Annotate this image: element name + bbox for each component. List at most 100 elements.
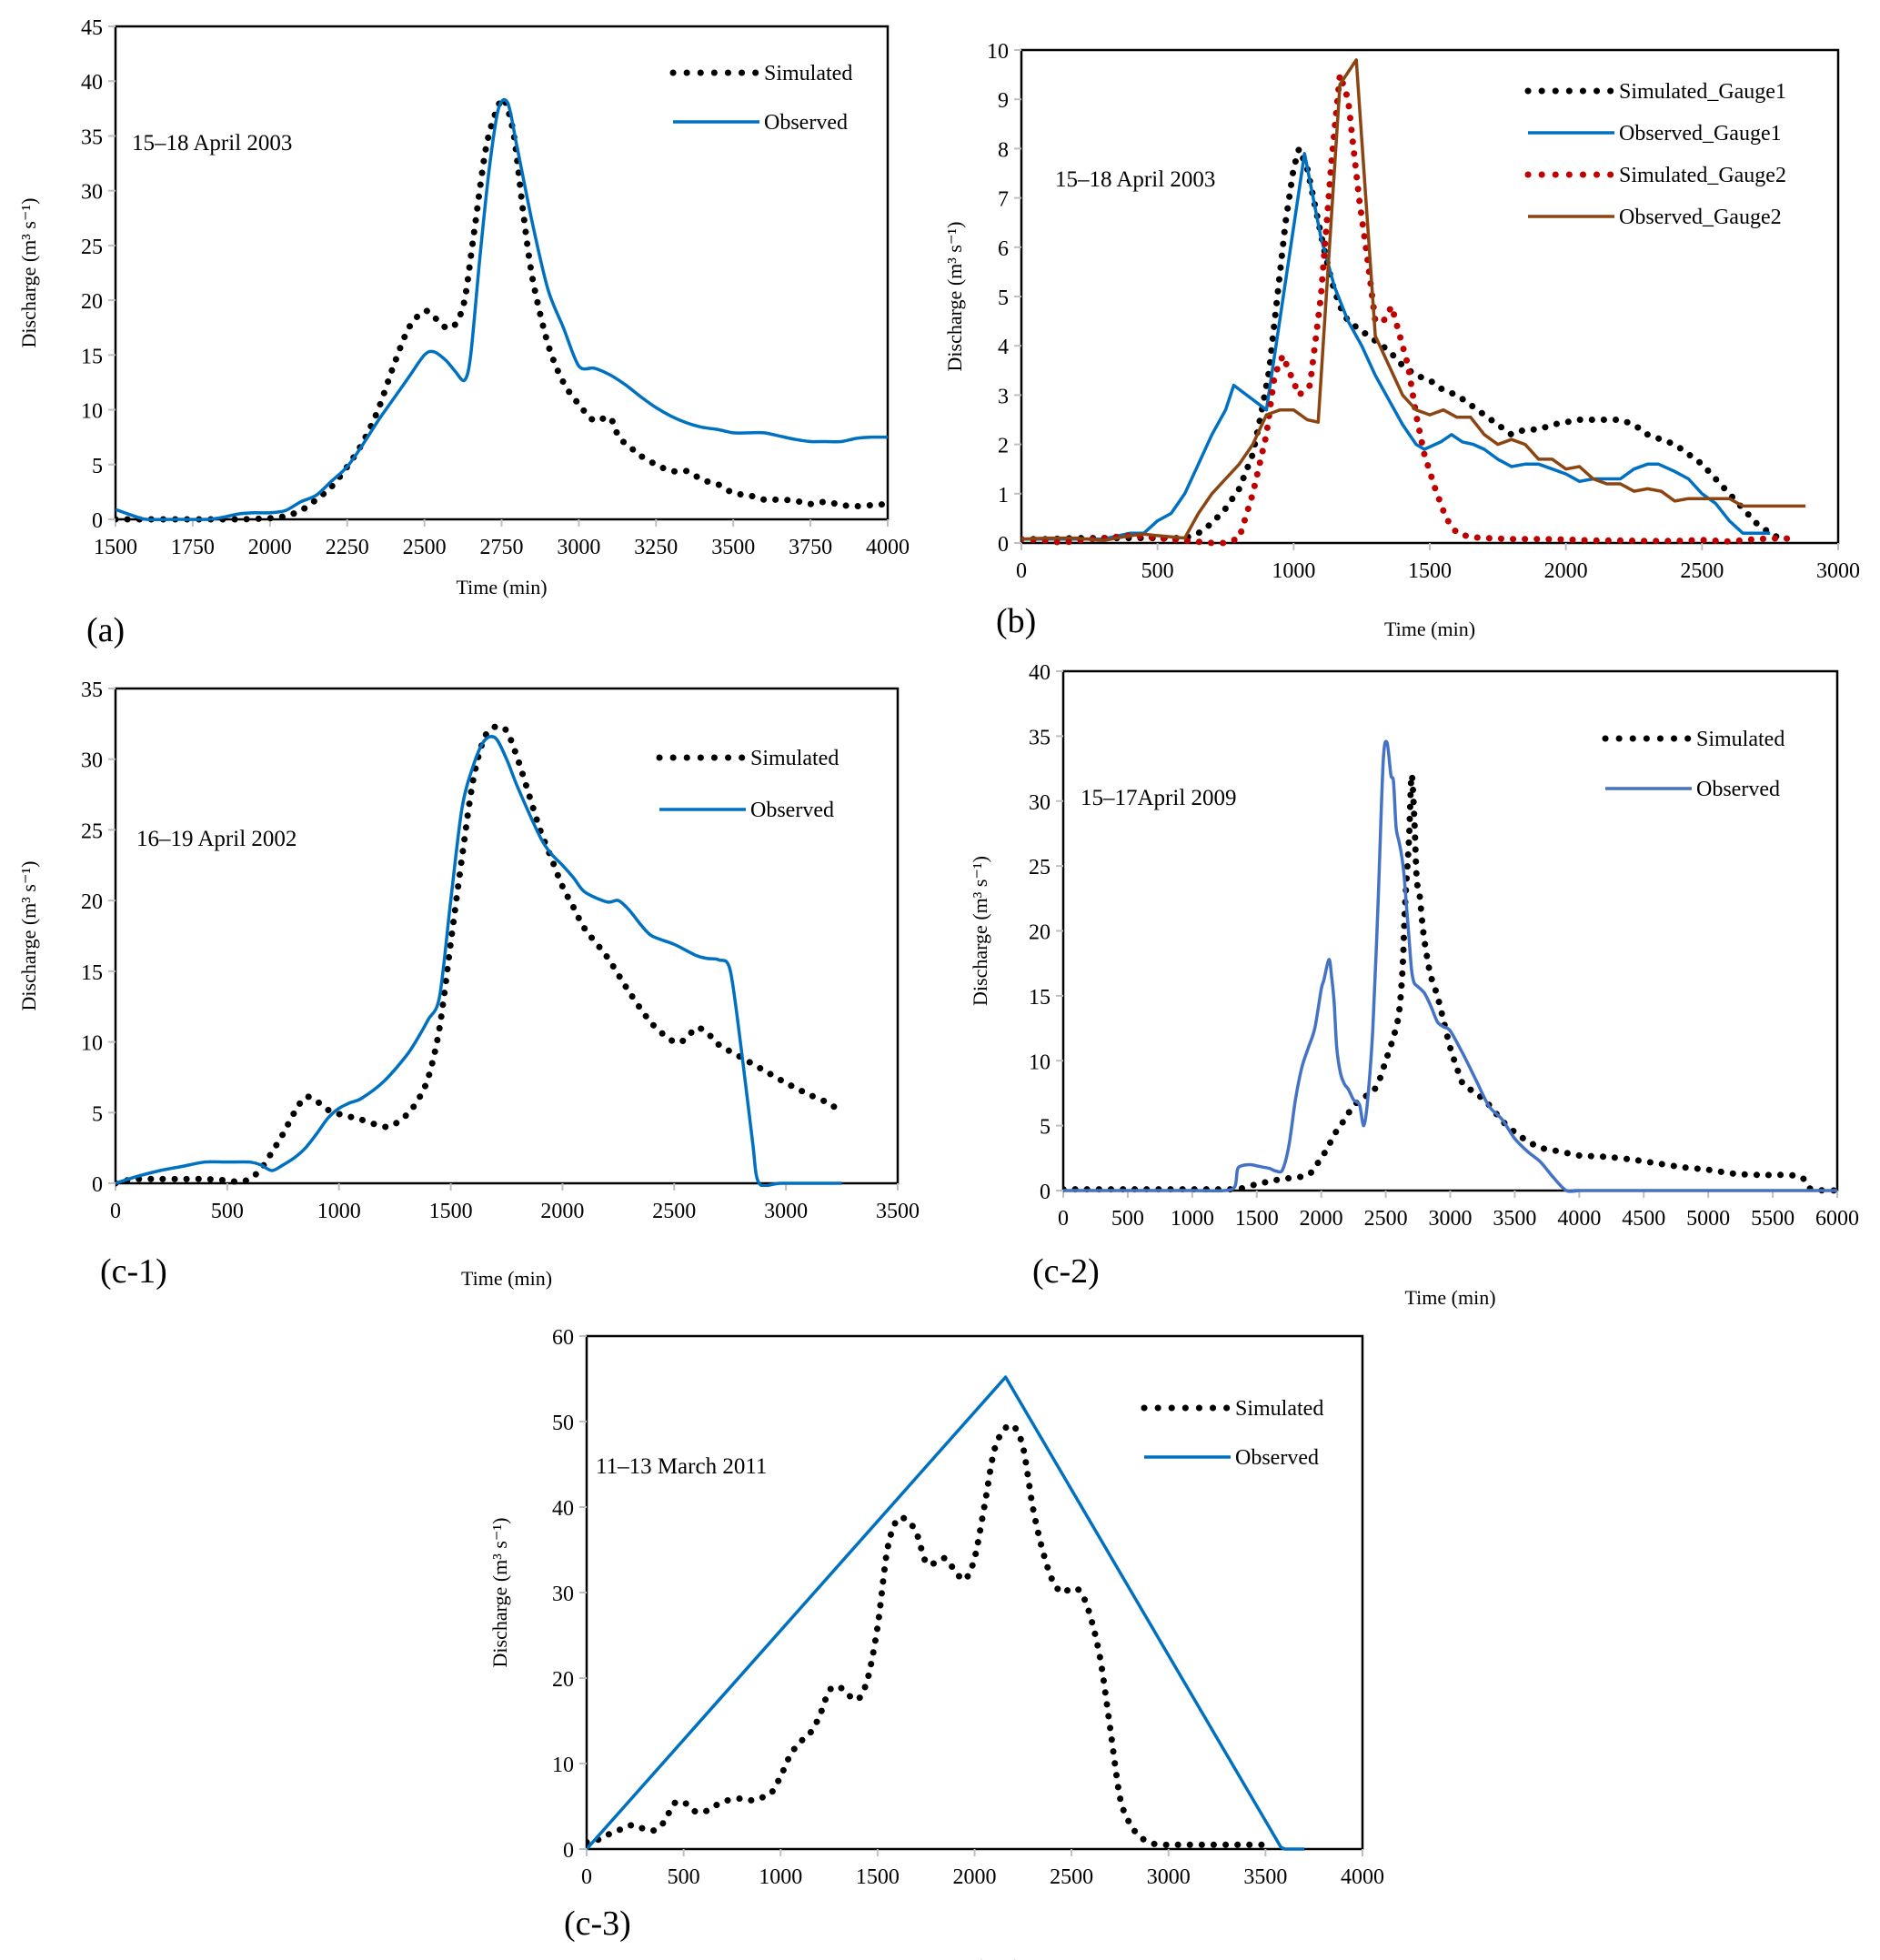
x-tick-label: 0 <box>1016 559 1027 583</box>
x-axis-title: Time (min) <box>1384 618 1475 640</box>
series-line-observed <box>1063 739 1837 1193</box>
x-tick-label: 3500 <box>1243 1865 1287 1889</box>
x-tick-label: 1500 <box>1408 559 1452 583</box>
y-tick-label: 45 <box>81 16 103 40</box>
event-date-annotation: 16–19 April 2002 <box>136 827 297 851</box>
x-tick-label: 3500 <box>1493 1207 1536 1231</box>
legend-label: Observed <box>750 799 834 822</box>
x-tick-label: 2000 <box>248 536 292 559</box>
y-tick-label: 15 <box>81 961 103 985</box>
event-date-annotation: 15–18 April 2003 <box>132 131 292 156</box>
x-tick-label: 3000 <box>1429 1207 1473 1231</box>
x-tick-label: 1500 <box>1235 1207 1279 1231</box>
x-tick-label: 2500 <box>1050 1865 1093 1889</box>
legend-label: Observed <box>764 111 848 135</box>
y-tick-label: 30 <box>81 749 103 773</box>
legend-label: Simulated <box>1235 1397 1323 1421</box>
x-tick-label: 4000 <box>1341 1865 1384 1889</box>
y-tick-label: 20 <box>81 890 103 914</box>
legend-label: Observed <box>1696 778 1780 801</box>
y-tick-label: 15 <box>1029 986 1051 1010</box>
chart-c3: 0 10 20 30 40 50 60 0 500 1000 1500 2000 2500 3000 350… <box>488 1326 1384 1960</box>
y-tick-label: 3 <box>998 385 1009 408</box>
y-tick-label: 5 <box>92 455 103 478</box>
x-tick-label: 2000 <box>1544 559 1588 583</box>
y-axis-title: Discharge (m³ s⁻¹) <box>943 222 966 372</box>
x-tick-label: 3250 <box>634 536 678 559</box>
y-tick-label: 0 <box>563 1839 574 1863</box>
legend-label: Observed <box>1235 1446 1319 1470</box>
x-tick-label: 0 <box>581 1865 592 1889</box>
y-tick-label: 0 <box>1040 1181 1051 1204</box>
y-tick-label: 1 <box>998 484 1009 508</box>
x-tick-label: 2500 <box>1364 1207 1408 1231</box>
legend-label: Simulated <box>750 747 839 770</box>
x-tick-label: 2500 <box>1680 559 1724 583</box>
series-line-observed-gauge2 <box>1021 58 1806 543</box>
y-tick-label: 35 <box>81 126 103 149</box>
y-tick-label: 40 <box>1029 661 1051 685</box>
x-tick-label: 1500 <box>856 1865 900 1889</box>
y-tick-label: 20 <box>552 1668 574 1692</box>
y-tick-label: 6 <box>998 237 1009 261</box>
y-tick-label: 25 <box>1029 856 1051 879</box>
chart-a: 0 5 10 15 20 25 30 35 40 45 1500 1750 2000 2250 2500 27… <box>17 16 910 649</box>
y-tick-label: 5 <box>92 1102 103 1126</box>
x-tick-label: 2000 <box>1300 1207 1343 1231</box>
y-tick-label: 30 <box>1029 791 1051 815</box>
y-tick-label: 10 <box>1029 1050 1051 1074</box>
x-tick-label: 2500 <box>403 536 447 559</box>
y-tick-label: 0 <box>998 533 1009 557</box>
series-line-simulated <box>587 1422 1269 1848</box>
y-tick-label: 0 <box>92 509 103 533</box>
x-tick-label: 2750 <box>480 536 524 559</box>
x-tick-label: 3750 <box>789 536 832 559</box>
y-tick-label: 10 <box>552 1754 574 1777</box>
legend-label: Simulated_Gauge1 <box>1619 80 1786 104</box>
y-tick-label: 20 <box>1029 921 1051 945</box>
x-tick-label: 4000 <box>1557 1207 1601 1231</box>
y-tick-label: 35 <box>81 678 103 702</box>
panel-label: (c-2) <box>1032 1252 1100 1291</box>
x-tick-label: 6000 <box>1815 1207 1859 1231</box>
y-tick-label: 0 <box>92 1173 103 1197</box>
y-tick-label: 8 <box>998 138 1009 162</box>
legend-label: Observed_Gauge1 <box>1619 122 1782 146</box>
y-tick-label: 20 <box>81 290 103 314</box>
x-tick-label: 1000 <box>1272 559 1315 583</box>
x-tick-label: 1500 <box>94 536 137 559</box>
x-axis-title: Time (min) <box>461 1267 552 1290</box>
x-tick-label: 5500 <box>1751 1207 1795 1231</box>
y-tick-label: 25 <box>81 236 103 259</box>
legend-label: Simulated_Gauge2 <box>1619 164 1786 187</box>
series-line-observed <box>587 1375 1304 1851</box>
x-tick-label: 1000 <box>759 1865 802 1889</box>
y-axis-title: Discharge (m³ s⁻¹) <box>969 856 991 1006</box>
y-tick-label: 10 <box>81 400 103 424</box>
panel-label: (a) <box>86 611 125 649</box>
x-axis-title: Time (min) <box>456 576 547 598</box>
x-tick-label: 4000 <box>866 536 910 559</box>
panel-label: (c-3) <box>564 1905 631 1943</box>
series-line-observed <box>116 735 842 1187</box>
x-axis-title: Time (min) <box>1404 1286 1495 1309</box>
y-tick-label: 40 <box>81 71 103 95</box>
y-tick-label: 60 <box>552 1326 574 1350</box>
y-tick-label: 4 <box>998 336 1009 359</box>
x-tick-label: 1500 <box>429 1200 473 1223</box>
series-line-simulated <box>1063 771 1841 1194</box>
y-tick-label: 5 <box>1040 1116 1051 1140</box>
x-tick-label: 3000 <box>764 1200 808 1223</box>
y-axis-title: Discharge (m³ s⁻¹) <box>488 1518 511 1668</box>
y-tick-label: 5 <box>998 286 1009 310</box>
x-tick-label: 500 <box>211 1200 244 1223</box>
legend-label: Simulated <box>1696 728 1784 751</box>
series-line-simulated <box>116 722 841 1187</box>
legend-label: Observed_Gauge2 <box>1619 206 1782 229</box>
y-tick-label: 10 <box>987 40 1009 64</box>
chart-c2: 0 5 10 15 20 25 30 35 40 0 500 1000 1500 2000 2500 3000… <box>969 661 1859 1309</box>
x-tick-label: 2500 <box>652 1200 696 1223</box>
event-date-annotation: 15–17April 2009 <box>1081 786 1237 810</box>
y-tick-label: 7 <box>998 188 1009 212</box>
x-tick-label: 3000 <box>1147 1865 1191 1889</box>
